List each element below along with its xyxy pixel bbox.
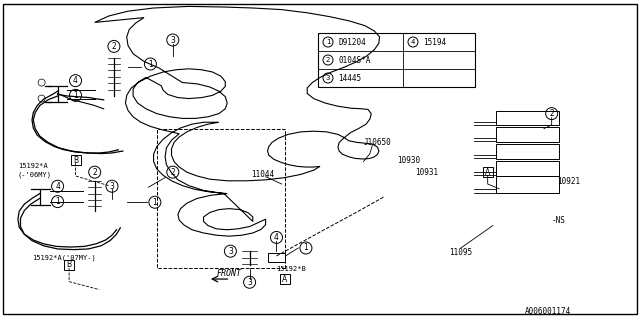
Text: 3: 3: [170, 36, 175, 44]
Text: 1: 1: [326, 39, 330, 45]
Text: D91204: D91204: [338, 37, 365, 46]
Bar: [64, 260, 74, 270]
Text: 3: 3: [247, 278, 252, 287]
Bar: [496, 161, 559, 176]
Bar: [268, 253, 285, 262]
Text: 1: 1: [148, 60, 153, 68]
Bar: [70, 155, 81, 165]
Text: 11095: 11095: [449, 248, 472, 257]
Bar: [496, 144, 559, 159]
Text: 14445: 14445: [338, 74, 361, 83]
Text: 4: 4: [274, 233, 279, 242]
Text: 4: 4: [73, 76, 78, 85]
Text: 15192*A: 15192*A: [18, 164, 47, 169]
Text: 3: 3: [228, 247, 233, 256]
Text: -NS: -NS: [552, 216, 566, 225]
Text: 0104S*A: 0104S*A: [338, 55, 371, 65]
Text: A: A: [485, 168, 490, 177]
Bar: [496, 111, 559, 125]
Text: 1: 1: [55, 197, 60, 206]
Text: 1: 1: [152, 198, 157, 207]
Text: 2: 2: [111, 42, 116, 51]
Text: A006001174: A006001174: [525, 307, 571, 316]
Text: A: A: [282, 275, 287, 284]
Text: 2: 2: [549, 109, 554, 118]
Text: 15192*A('07MY-): 15192*A('07MY-): [32, 254, 96, 261]
Text: 2: 2: [170, 168, 175, 177]
Text: 10931: 10931: [415, 168, 438, 177]
Text: 3: 3: [109, 182, 115, 191]
Text: 4: 4: [411, 39, 415, 45]
Bar: [483, 167, 493, 177]
Text: 10921: 10921: [557, 177, 580, 186]
Text: (-'06MY): (-'06MY): [18, 171, 52, 178]
Text: 15194: 15194: [423, 37, 446, 46]
Text: 11044: 11044: [251, 170, 274, 179]
Text: 4: 4: [55, 182, 60, 191]
Bar: [496, 176, 559, 193]
Text: 1: 1: [303, 244, 308, 252]
Bar: [318, 33, 475, 87]
Text: 1: 1: [73, 91, 78, 100]
Text: B: B: [67, 260, 72, 269]
Text: 10930: 10930: [397, 156, 420, 165]
Text: B: B: [73, 156, 78, 164]
Text: 2: 2: [92, 168, 97, 177]
Text: FRONT: FRONT: [216, 269, 241, 278]
Bar: [280, 274, 290, 284]
Text: 2: 2: [326, 57, 330, 63]
Bar: [496, 127, 559, 142]
Text: J10650: J10650: [364, 138, 391, 147]
Text: 3: 3: [326, 75, 330, 81]
Bar: [157, 129, 285, 268]
Text: 15192*B: 15192*B: [276, 267, 306, 272]
